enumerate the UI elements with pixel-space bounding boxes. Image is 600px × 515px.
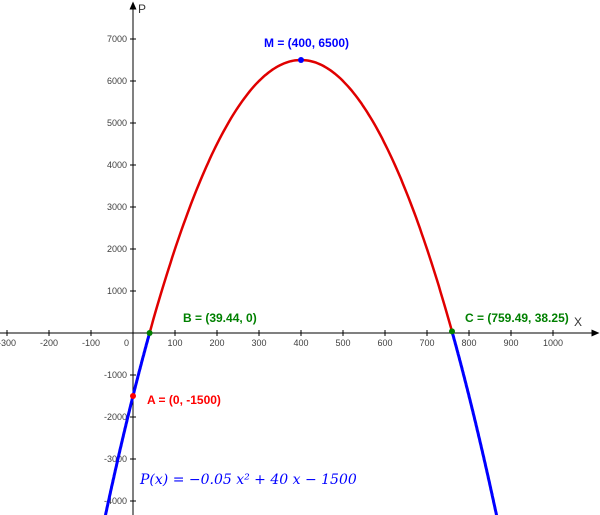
y-axis-arrow-icon <box>129 1 137 10</box>
y-tick-label: 5000 <box>107 118 127 128</box>
x-tick-label: 700 <box>419 338 434 348</box>
x-tick-label: 500 <box>335 338 350 348</box>
curve-right-branch[interactable] <box>450 329 499 515</box>
x-tick-label: -200 <box>40 338 58 348</box>
x-tick-label: 0 <box>124 338 129 348</box>
y-tick-label: 7000 <box>107 34 127 44</box>
y-tick-label: 6000 <box>107 76 127 86</box>
y-tick-label: 4000 <box>107 160 127 170</box>
y-tick-label: -4000 <box>104 496 127 506</box>
x-tick-label: 200 <box>209 338 224 348</box>
x-axis-arrow-icon <box>591 329 600 337</box>
x-tick-label: -300 <box>0 338 16 348</box>
point-M[interactable] <box>298 57 304 63</box>
point-A[interactable] <box>130 393 136 399</box>
y-tick-label: 1000 <box>107 286 127 296</box>
x-tick-label: 1000 <box>543 338 563 348</box>
function-formula-label[interactable]: P(x) = −0.05 x² + 40 x − 1500 <box>140 472 357 488</box>
y-tick-label: 3000 <box>107 202 127 212</box>
x-tick-label: 600 <box>377 338 392 348</box>
x-tick-label: 900 <box>503 338 518 348</box>
y-tick-label: -3000 <box>104 454 127 464</box>
point-label-M[interactable]: M = (400, 6500) <box>264 36 350 50</box>
y-tick-label: -1000 <box>104 370 127 380</box>
x-tick-label: 300 <box>251 338 266 348</box>
point-label-C[interactable]: C = (759.49, 38.25) <box>465 311 569 325</box>
point-label-B[interactable]: B = (39.44, 0) <box>183 311 257 325</box>
y-axis-label: P <box>138 2 147 16</box>
x-tick-label: 100 <box>167 338 182 348</box>
x-tick-label: 800 <box>461 338 476 348</box>
point-label-A[interactable]: A = (0, -1500) <box>147 393 221 407</box>
y-tick-label: -2000 <box>104 412 127 422</box>
point-C[interactable] <box>449 328 455 335</box>
curve-left-branch[interactable] <box>103 331 152 515</box>
x-tick-label: -100 <box>82 338 100 348</box>
x-tick-label: 400 <box>293 338 308 348</box>
x-axis-label: X <box>574 315 583 329</box>
y-tick-label: 2000 <box>107 244 127 254</box>
point-B[interactable] <box>146 330 153 336</box>
curve-middle-arc[interactable] <box>148 58 454 335</box>
